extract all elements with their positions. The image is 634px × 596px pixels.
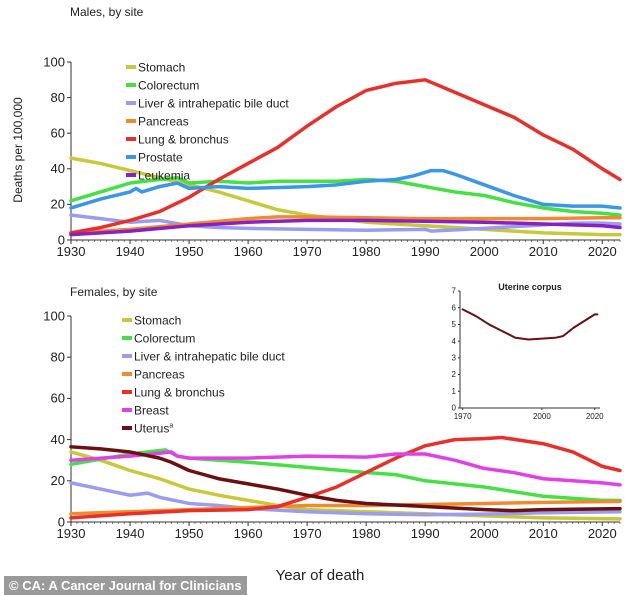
y-tick-label: 60 — [51, 126, 65, 141]
series-line-leukemia — [69, 218, 622, 237]
x-tick-label: 1970 — [454, 412, 472, 421]
x-tick-label: 1940 — [116, 526, 145, 541]
y-tick-label: 40 — [51, 432, 65, 447]
y-tick-label: 100 — [43, 308, 65, 323]
chart-title: Uterine corpus — [498, 282, 562, 292]
series-line-lung-bronchus — [69, 435, 622, 520]
y-tick-label: 1 — [452, 387, 457, 396]
x-tick-label: 1940 — [116, 244, 145, 259]
y-axis-label: Deaths per 100,000 — [11, 97, 25, 203]
y-tick-label: 60 — [51, 391, 65, 406]
legend-label: Colorectum — [134, 332, 195, 346]
legend-label: Liver & intrahepatic bile duct — [138, 97, 289, 111]
credit-label: © CA: A Cancer Journal for Clinicians — [4, 576, 247, 595]
x-tick-label: 1980 — [352, 244, 381, 259]
legend-label: Uterusa — [134, 422, 173, 436]
series-line-prostate — [69, 168, 622, 210]
y-tick-label: 40 — [51, 161, 65, 176]
x-tick-label: 1970 — [293, 526, 322, 541]
x-tick-label: 2020 — [586, 412, 604, 421]
x-tick-label: 2020 — [588, 526, 617, 541]
chart-title: Females, by site — [70, 285, 158, 299]
series-line-pancreas — [69, 215, 622, 235]
x-tick-label: 2010 — [529, 244, 558, 259]
chart-1: 1930 1940 1950 1960 1970 1980 1990 2000 2010 2020… — [43, 285, 622, 584]
y-tick-label: 4 — [452, 337, 457, 346]
x-tick-label: 1960 — [234, 526, 263, 541]
x-tick-label: 1930 — [57, 244, 86, 259]
x-tick-label: 2010 — [529, 526, 558, 541]
chart-0: 1930 1940 1950 1960 1970 1980 1990 2000 2010 2020… — [11, 5, 622, 259]
y-tick-label: 3 — [452, 354, 457, 363]
series-line-breast — [69, 450, 622, 487]
y-tick-label: 20 — [51, 473, 65, 488]
x-tick-label: 1990 — [411, 526, 440, 541]
y-tick-label: 7 — [452, 287, 457, 296]
x-tick-label: 1980 — [352, 526, 381, 541]
legend-label: Leukemia — [138, 169, 190, 183]
x-tick-label: 1960 — [234, 244, 263, 259]
legend-label: Pancreas — [134, 368, 185, 382]
y-tick-label: 80 — [51, 90, 65, 105]
legend-label: Stomach — [134, 314, 181, 328]
legend-superscript: a — [169, 423, 173, 430]
chart-title: Males, by site — [70, 5, 144, 19]
series-line-colorectum — [69, 175, 622, 217]
y-tick-label: 6 — [452, 303, 457, 312]
legend-label: Breast — [134, 404, 169, 418]
y-tick-label: 0 — [58, 514, 65, 529]
legend-label: Pancreas — [138, 115, 189, 129]
x-tick-label: 1990 — [411, 244, 440, 259]
legend-label: Lung & bronchus — [138, 133, 229, 147]
series-line-lung-bronchus — [69, 78, 622, 235]
y-tick-label: 0 — [452, 404, 457, 413]
x-tick-label: 1970 — [293, 244, 322, 259]
inset-background — [438, 283, 612, 434]
legend-label: Colorectum — [138, 79, 199, 93]
y-tick-label: 20 — [51, 197, 65, 212]
legend-label: Liver & intrahepatic bile duct — [134, 350, 285, 364]
x-tick-label: 2020 — [588, 244, 617, 259]
x-axis-label: Year of death — [276, 567, 365, 584]
y-tick-label: 0 — [58, 232, 65, 247]
y-tick-label: 2 — [452, 370, 457, 379]
legend-label: Prostate — [138, 151, 183, 165]
legend-label: Stomach — [138, 61, 185, 75]
x-tick-label: 1950 — [175, 244, 204, 259]
x-tick-label: 1930 — [57, 526, 86, 541]
x-tick-label: 2000 — [470, 244, 499, 259]
series-line-uterine-corpus — [461, 308, 599, 341]
y-tick-label: 5 — [452, 320, 457, 329]
y-tick-label: 80 — [51, 350, 65, 365]
x-tick-label: 1950 — [175, 526, 204, 541]
series-line-uterus — [69, 445, 622, 513]
x-tick-label: 2000 — [470, 526, 499, 541]
y-tick-label: 100 — [43, 54, 65, 69]
legend-label: Lung & bronchus — [134, 386, 225, 400]
chart-2: 1970 2000 2020 0 1 2 3 4 5 6 7 Uterine corpus — [438, 282, 612, 434]
x-tick-label: 2000 — [533, 412, 551, 421]
